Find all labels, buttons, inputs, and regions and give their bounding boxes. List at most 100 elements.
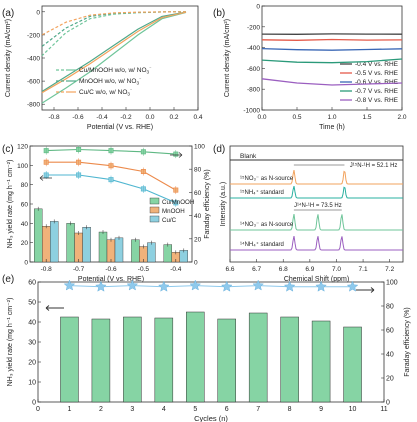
panel-c-label: (c)	[2, 144, 14, 155]
panel-e-label: (e)	[2, 274, 14, 285]
panel-c-bar	[98, 231, 108, 263]
panel-c-legend-swatch	[149, 197, 160, 205]
panel-c-legend-swatch	[149, 206, 160, 214]
panel-e-ytick-label: 40	[28, 320, 36, 327]
panel-e-frame	[37, 281, 385, 403]
panel-e-bar	[248, 312, 268, 403]
panel-e-bar	[91, 318, 111, 403]
panel-a-ytick-label: 0	[36, 9, 40, 16]
panel-d-j14-label: J¹⁴N-¹H = 73.5 Hz	[294, 202, 342, 209]
panel-c-xlabel: Potential (V vs. RHE)	[78, 276, 144, 283]
panel-c-ytick-label: 60	[21, 202, 29, 209]
panel-e-fe-star-marker	[252, 279, 264, 291]
panel-c-bar	[106, 239, 116, 263]
panel-b-xtick-label: 1.5	[362, 114, 371, 121]
panel-c-xtick-label: -0.5	[138, 266, 150, 273]
panel-e-bar	[311, 320, 331, 403]
panel-c-legend-label: MnOOH	[162, 208, 185, 215]
panel-d-frame	[229, 145, 404, 263]
panel-d-xtick-label: 6.8	[279, 266, 288, 273]
panel-c-bar	[163, 244, 173, 263]
panel-c-legend-label: Cu/MnOOH	[162, 199, 194, 206]
panel-c-legend-label: Cu/C	[162, 217, 177, 224]
panel-d-trace-4	[230, 235, 403, 251]
panel-d-trace-label: ¹⁴NH₄⁺ standard	[240, 241, 284, 248]
panel-e-xlabel: Cycles (n)	[194, 414, 228, 422]
panel-b-legend-label: -0.6 V vs. RHE	[355, 79, 399, 86]
panel-c-ytick-label: 80	[21, 182, 29, 189]
panel-a-series-0	[41, 11, 187, 57]
panel-e-ytick-label: 0	[32, 400, 36, 407]
panel-b-ytick-label: 0	[256, 4, 260, 11]
panel-d-xtick-label: 6.6	[225, 266, 234, 273]
panel-e-xtick-label: 6	[225, 406, 229, 413]
panel-e-fe-star-marker	[189, 279, 201, 291]
panel-c-ytick-right-label: 40	[194, 213, 202, 220]
panel-e-ytick-label: 60	[28, 280, 36, 287]
panel-e-xtick-label: 5	[193, 406, 197, 413]
panel-e-ytick-right-label: 80	[386, 304, 394, 311]
panel-a-ytick-label: -600	[27, 79, 40, 86]
panel-b-legend-label: -0.7 V vs. RHE	[355, 88, 399, 95]
panel-e-fe-star-marker	[221, 280, 233, 292]
panel-b-ytick-label: -1000	[243, 108, 260, 115]
panel-e-ylabel: NH₃ yield rate (mg h⁻¹ cm⁻²)	[7, 298, 14, 387]
panel-d-trace-label: ¹⁵NH₄⁺ standard	[240, 189, 284, 196]
panel-e-right-arrow	[356, 287, 375, 293]
panel-c-ytick-right-label: 100	[194, 144, 205, 151]
panel-e-xtick-label: 4	[162, 406, 166, 413]
panel-a-xtick-label: -0.2	[120, 114, 132, 121]
panel-b-ylabel: Current density (mA/cm²)	[224, 19, 231, 97]
panel-c-ytick-label: 40	[21, 221, 29, 228]
panel-e-fe-star-marker	[63, 279, 76, 291]
panel-a-xtick-label: -0.6	[72, 114, 84, 121]
panel-e-bar	[60, 316, 79, 403]
panel-b-legend-label: -0.8 V vs. RHE	[355, 97, 399, 104]
panel-c-xtick-label: -0.7	[73, 266, 85, 273]
panel-b-legend-label: -0.5 V vs. RHE	[355, 70, 399, 77]
panel-e-bar	[186, 311, 205, 403]
panel-b-xtick-label: 0.0	[257, 114, 266, 121]
panel-b-xtick-label: 0.5	[292, 114, 301, 121]
panel-d-trace-3	[230, 214, 403, 231]
panel-e-fe-line	[69, 285, 353, 288]
panel-c-bar	[34, 208, 43, 263]
panel-c-bar	[50, 221, 59, 263]
panel-e-ytick-right-label: 20	[386, 376, 394, 383]
panel-b-legend-label: -0.4 V vs. RHE	[355, 61, 399, 68]
panel-a-ytick-label: -200	[27, 32, 40, 39]
panel-e-fe-star-marker	[283, 280, 296, 292]
panel-c-bar	[131, 239, 140, 263]
panel-e-fe-star-marker	[126, 279, 139, 291]
panel-b-label: (b)	[213, 8, 225, 19]
panel-d-xlabel: Chemical Shift (ppm)	[284, 276, 349, 283]
panel-e-ytick-right-label: 100	[386, 280, 398, 287]
panel-b-xtick-label: 1.0	[327, 114, 336, 121]
panel-c-right-arrow	[170, 152, 183, 158]
panel-c-legend-swatch	[149, 215, 160, 223]
panel-c-ytick-label: 0	[24, 260, 28, 267]
panel-d-xtick-label: 7.2	[385, 266, 394, 273]
panel-c-bar	[114, 237, 124, 263]
panel-e-ylabel-right: Faraday efficiency (%)	[404, 307, 411, 377]
panel-a-ylabel: Current density (mA/cm²)	[5, 19, 12, 97]
panel-e-bar	[123, 316, 142, 403]
panel-b-xlabel: Time (h)	[319, 124, 345, 131]
panel-b-series-2	[261, 47, 403, 51]
panel-e-xtick-label: 10	[349, 406, 357, 413]
panel-e-bar	[280, 316, 299, 403]
panel-b-ytick-label: -800	[247, 87, 260, 94]
panel-c-ytick-label: 120	[17, 144, 28, 151]
panel-d-trace-1	[230, 169, 403, 185]
panel-e-fe-star-marker	[95, 280, 107, 292]
panel-e-fe-star-marker	[346, 280, 359, 292]
panel-b-series-4	[261, 78, 403, 86]
panel-c-bar	[147, 242, 156, 263]
panel-e-ytick-label: 20	[28, 360, 36, 367]
panel-e-ytick-right-label: 40	[386, 352, 394, 359]
panel-c-ytick-label: 20	[21, 240, 29, 247]
panel-c-ytick-label: 100	[17, 163, 28, 170]
panel-e-ytick-right-label: 60	[386, 328, 394, 335]
panel-e-xtick-label: 8	[288, 406, 292, 413]
panel-a-xtick-label: 0.2	[169, 114, 178, 121]
